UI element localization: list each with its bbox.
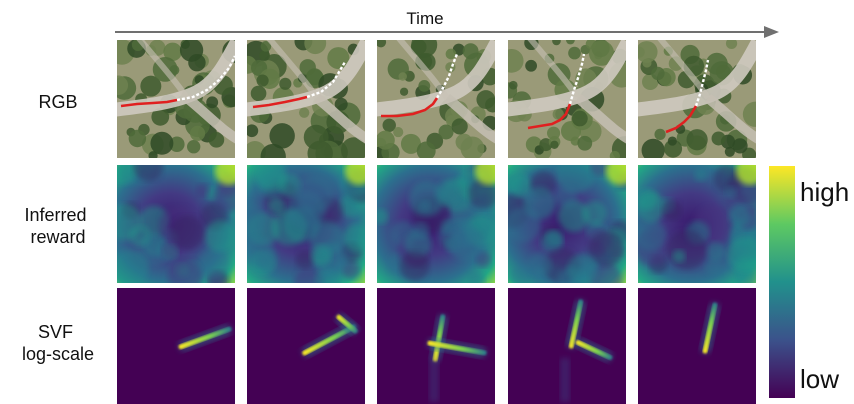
colorbar xyxy=(769,166,795,398)
svf-frame-4 xyxy=(508,288,626,404)
svf-frame-1 xyxy=(117,288,235,404)
row-label-svf-line2: log-scale xyxy=(22,344,94,364)
reward-frame-4 xyxy=(508,165,626,283)
rgb-frame-2 xyxy=(247,40,365,158)
reward-frame-1 xyxy=(117,165,235,283)
row-label-reward-line1: Inferred xyxy=(24,205,86,225)
svf-frame-5 xyxy=(638,288,756,404)
time-arrow xyxy=(115,26,779,38)
svg-text:SVF log-scale: SVF log-scale xyxy=(22,322,94,364)
rgb-frame-3 xyxy=(377,40,495,158)
time-label: Time xyxy=(406,9,443,28)
row-label-rgb: RGB xyxy=(38,92,77,112)
rgb-frame-5 xyxy=(638,40,756,158)
rgb-frame-1 xyxy=(117,40,235,158)
svf-frame-2 xyxy=(247,288,365,404)
reward-frame-2 xyxy=(247,165,365,283)
rgb-frame-4 xyxy=(508,40,626,158)
reward-frame-3 xyxy=(377,165,495,283)
row-label-reward-line2: reward xyxy=(30,227,85,247)
svf-frame-3 xyxy=(377,288,495,404)
reward-frame-5 xyxy=(638,165,756,283)
row-label-svf-line1: SVF xyxy=(38,322,73,342)
image-grid xyxy=(117,40,756,404)
colorbar-high-label: high xyxy=(800,177,849,207)
colorbar-low-label: low xyxy=(800,364,839,394)
svg-text:Inferred reward: Inferred reward xyxy=(24,205,91,247)
